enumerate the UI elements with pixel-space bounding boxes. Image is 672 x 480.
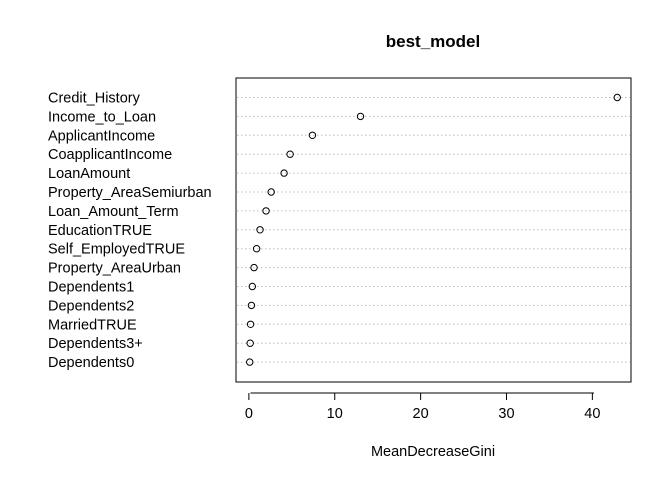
- chart-title: best_model: [386, 32, 480, 51]
- data-point: [256, 226, 264, 234]
- category-label: Property_AreaUrban: [48, 261, 181, 277]
- data-point: [246, 339, 254, 347]
- category-label: Self_EmployedTRUE: [48, 242, 185, 258]
- category-label: Loan_Amount_Term: [48, 204, 179, 220]
- data-point: [252, 245, 261, 253]
- category-labels: Credit_History Income_to_Loan ApplicantInc…: [48, 91, 212, 372]
- data-point: [250, 263, 258, 272]
- data-point: [280, 169, 288, 177]
- plot-frame: [235, 77, 632, 383]
- x-tick-label: 20: [413, 406, 429, 422]
- data-point: [247, 301, 256, 310]
- data-point: [613, 93, 621, 102]
- x-axis-ticks: 0 10 20 30 40: [245, 393, 600, 422]
- data-point: [262, 207, 270, 215]
- x-tick-label: 30: [498, 406, 514, 422]
- category-label: Property_AreaSemiurban: [48, 185, 212, 201]
- category-label: Credit_History: [48, 91, 141, 107]
- category-label: Dependents3+: [48, 336, 143, 352]
- x-axis-label: MeanDecreaseGini: [371, 444, 495, 460]
- category-label: MarriedTRUE: [48, 317, 137, 333]
- x-tick-label: 40: [584, 406, 600, 422]
- category-label: LoanAmount: [48, 166, 130, 182]
- data-point: [286, 150, 294, 158]
- category-label: ApplicantIncome: [48, 128, 155, 144]
- data-point: [308, 131, 317, 140]
- category-label: CoapplicantIncome: [48, 147, 172, 163]
- category-label: Dependents0: [48, 355, 134, 371]
- x-tick-label: 10: [327, 406, 343, 422]
- data-point: [248, 282, 257, 291]
- category-label: Income_to_Loan: [48, 109, 156, 125]
- category-label: EducationTRUE: [48, 223, 152, 239]
- data-point: [356, 112, 365, 121]
- category-label: Dependents1: [48, 280, 134, 296]
- data-point: [246, 320, 255, 328]
- data-point: [267, 188, 275, 196]
- category-label: Dependents2: [48, 298, 134, 314]
- data-points: [246, 93, 621, 366]
- x-tick-label: 0: [245, 406, 253, 422]
- grid-lines: [237, 97, 630, 363]
- data-point: [246, 358, 254, 366]
